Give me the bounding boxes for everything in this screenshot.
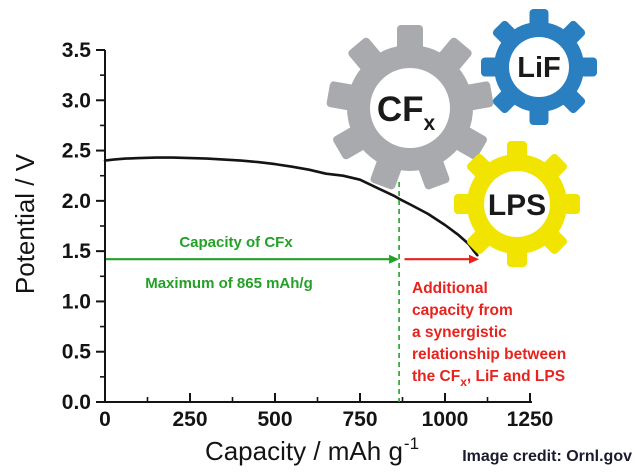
gear-cfx-label-subscript: x: [423, 112, 435, 135]
gear-lps-label: LPS: [488, 189, 546, 222]
y-tick-label: 2.5: [62, 140, 92, 163]
x-tick-label: 250: [172, 408, 207, 431]
y-tick-label: 1.5: [62, 240, 92, 263]
red-note-line-1: Additional: [412, 280, 488, 297]
y-tick-label: 2.0: [62, 190, 91, 213]
green-capacity-label: Capacity of CFx: [179, 234, 293, 251]
x-tick-label: 0: [99, 408, 111, 431]
gear-lif: LiF: [481, 9, 597, 125]
x-tick-label: 1000: [422, 408, 469, 431]
x-tick-label: 750: [342, 408, 377, 431]
red-note-subscript-x: x: [460, 375, 467, 389]
gear-cfx-label-main: CF: [377, 90, 424, 129]
gear-cfx-label: CFx: [377, 90, 436, 135]
y-tick-label: 0.5: [62, 341, 92, 364]
annotation-arrows: [106, 182, 479, 402]
y-tick-label: 3.0: [62, 89, 91, 112]
x-axis-ticks: 0 250 500 750 1000 1250: [99, 393, 553, 431]
discharge-curve: [103, 156, 479, 257]
red-note-line-3: a synergistic: [412, 324, 507, 341]
red-note-cf: the CF: [412, 368, 460, 385]
red-note-line-2: capacity from: [412, 302, 513, 319]
x-axis-label-superscript: -1: [404, 434, 419, 453]
y-axis-label: Potential / V: [10, 153, 40, 294]
red-note-line-5: the CFx, LiF and LPS: [412, 368, 565, 389]
gear-lps: LPS: [454, 141, 580, 267]
y-tick-label: 0.0: [62, 391, 91, 414]
green-maximum-label: Maximum of 865 mAh/g: [145, 275, 313, 292]
y-axis-ticks: 0.0 0.5 1.0 1.5 2.0 2.5 3.0 3.5: [62, 39, 105, 414]
x-tick-label: 1250: [507, 408, 554, 431]
gear-cfx: CFx: [326, 25, 494, 190]
red-note-line-4: relationship between: [412, 346, 566, 363]
red-note-lif-lps: , LiF and LPS: [467, 368, 565, 385]
y-tick-label: 3.5: [62, 39, 92, 62]
y-tick-label: 1.0: [62, 290, 91, 313]
image-credit: Image credit: Ornl.gov: [462, 448, 632, 465]
x-axis-label: Capacity / mAh g-1: [205, 434, 419, 466]
gear-lif-label: LiF: [517, 52, 561, 84]
x-tick-label: 500: [257, 408, 292, 431]
x-axis-label-main: Capacity / mAh g: [205, 436, 403, 466]
